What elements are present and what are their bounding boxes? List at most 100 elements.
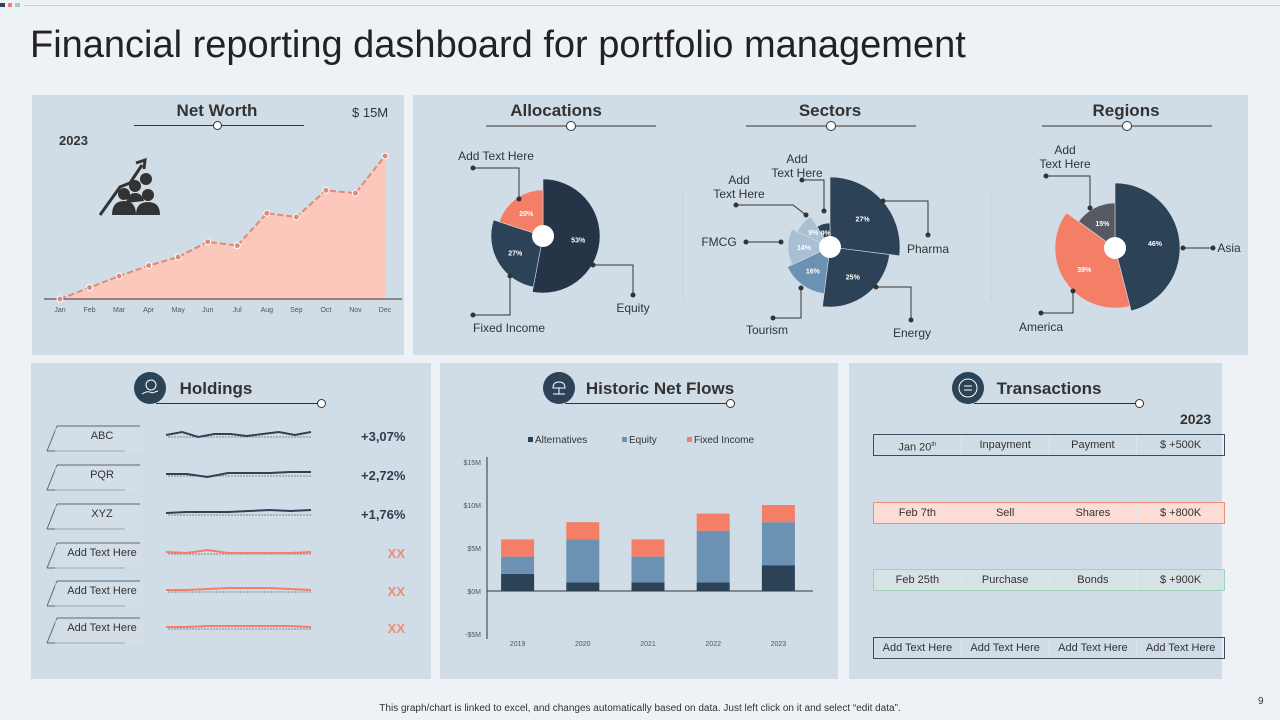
x-tick-label: Apr: [143, 307, 155, 314]
holding-sparkline: [166, 508, 312, 516]
net-worth-year: 2023: [59, 133, 88, 148]
pie-charts: 53% 27% 20% Equity Fixed Income Add Text Here…: [458, 121, 1241, 340]
region-slice: [1078, 202, 1116, 249]
y-tick-label: $10M: [463, 503, 481, 510]
leader-line: [473, 167, 520, 199]
sector-slice-label: 9%: [821, 231, 832, 238]
corner-decoration: [0, 3, 20, 7]
leader-line: [883, 200, 929, 235]
transaction-type: Add Text Here: [962, 638, 1050, 658]
transactions-year: 2023: [1180, 411, 1212, 427]
data-point: [145, 262, 153, 270]
holding-name-tag[interactable]: Add Text Here: [46, 580, 143, 607]
transaction-row[interactable]: Jan 20th Inpayment Payment $ +500K: [873, 434, 1225, 456]
allocation-slice: [531, 178, 601, 294]
title-knob: [1122, 121, 1132, 131]
x-tick-label: Feb: [84, 307, 96, 314]
bar-alternatives: [501, 573, 535, 591]
x-tick-label: 2022: [705, 641, 721, 648]
bar-equity: [696, 530, 730, 583]
leader-dot: [1038, 310, 1044, 316]
legend-swatch: [622, 437, 627, 442]
leader-dot: [1210, 245, 1216, 251]
pie-label: Energy: [893, 326, 931, 340]
leader-line: [1041, 291, 1074, 314]
holding-name: Add Text Here: [67, 622, 137, 634]
pie-label: America: [1019, 320, 1063, 334]
data-point: [381, 152, 389, 160]
allocation-slice-label: 27%: [508, 250, 523, 257]
region-slice: [1054, 212, 1131, 309]
x-tick-label: May: [172, 307, 186, 314]
leader-line: [802, 179, 825, 211]
holding-sparkline: [166, 471, 312, 479]
pie-label: Add: [1054, 143, 1075, 157]
transaction-row[interactable]: Feb 25th Purchase Bonds $ +900K: [873, 569, 1225, 591]
sector-slice: [787, 246, 831, 294]
y-tick-label: $0M: [467, 589, 481, 596]
leader-line: [473, 276, 511, 316]
transactions-panel: Transactions 2023 Jan 20th Inpayment Payme…: [849, 363, 1225, 679]
transaction-row[interactable]: Add Text Here Add Text Here Add Text Here A…: [873, 637, 1225, 659]
holding-name-tag[interactable]: PQR: [46, 464, 143, 491]
holding-change: +1,76%: [361, 507, 406, 522]
transaction-row[interactable]: Feb 7th Sell Shares $ +800K: [873, 502, 1225, 524]
y-tick-label: $15M: [463, 460, 481, 467]
page-number: 9: [1258, 696, 1264, 707]
x-tick-label: Oct: [320, 307, 331, 314]
net-flows-panel: Historic Net Flows $15M $10M $5M $0M -$5M 201…: [440, 363, 838, 679]
holding-name-tag[interactable]: XYZ: [46, 503, 143, 530]
sector-slice: [797, 216, 831, 248]
net-flows-chart: $15M $10M $5M $0M -$5M 2019 2020 2021 2022 2023 Al…: [463, 435, 813, 648]
pie-label: Add: [786, 152, 807, 166]
region-slice-label: 39%: [1077, 267, 1092, 274]
leader-dot: [1043, 173, 1049, 179]
transaction-date: Jan 20th: [874, 435, 962, 455]
leader-dot: [630, 292, 636, 298]
holding-name: Add Text Here: [67, 547, 137, 559]
pie-label: FMCG: [701, 235, 736, 249]
net-worth-chart: Jan Feb Mar Apr May Jun Jul Aug Sep Oct Nov Dec: [44, 152, 402, 314]
pie-label: Asia: [1217, 241, 1241, 255]
leader-line: [876, 286, 912, 320]
leader-dot: [1180, 245, 1186, 251]
sector-slice: [787, 228, 831, 266]
bar-fixed-income: [761, 505, 795, 523]
leader-line: [736, 204, 807, 216]
holding-change: +3,07%: [361, 429, 406, 444]
title-underline: [565, 403, 730, 404]
title-knob: [566, 121, 576, 131]
pie-label: Tourism: [746, 323, 788, 337]
people-growth-icon: [98, 157, 160, 216]
leader-dot: [590, 262, 596, 268]
leader-dot: [925, 232, 931, 238]
leader-line: [773, 288, 802, 319]
holding-name-tag[interactable]: Add Text Here: [46, 542, 143, 569]
title-knob: [726, 399, 735, 408]
transaction-type: Purchase: [962, 570, 1050, 590]
transaction-type: Inpayment: [962, 435, 1050, 455]
holding-name-tag[interactable]: Add Text Here: [46, 617, 143, 644]
holding-name: ABC: [90, 430, 114, 442]
leader-dot: [507, 273, 513, 279]
holding-name-tag[interactable]: ABC: [46, 425, 143, 452]
transaction-asset: Shares: [1050, 503, 1138, 523]
net-worth-title: Net Worth: [176, 101, 258, 120]
leader-dot: [803, 212, 809, 218]
footer-note: This graph/chart is linked to excel, and…: [379, 703, 901, 714]
pie-center-hole: [532, 225, 554, 247]
pie-label: Add: [728, 173, 749, 187]
data-point: [204, 238, 212, 246]
legend-label: Alternatives: [535, 435, 587, 446]
bar-fixed-income: [696, 513, 730, 531]
allocation-slice: [490, 219, 544, 288]
transaction-date: Feb 7th: [874, 503, 962, 523]
title-knob: [1135, 399, 1144, 408]
net-worth-amount: $ 15M: [352, 105, 389, 120]
x-tick-label: Jun: [202, 307, 213, 314]
legend-swatch: [528, 437, 533, 442]
transaction-amount: $ +800K: [1159, 507, 1202, 519]
holding-sparkline: [166, 625, 312, 630]
legend-label: Equity: [629, 435, 657, 446]
leader-dot: [1070, 288, 1076, 294]
